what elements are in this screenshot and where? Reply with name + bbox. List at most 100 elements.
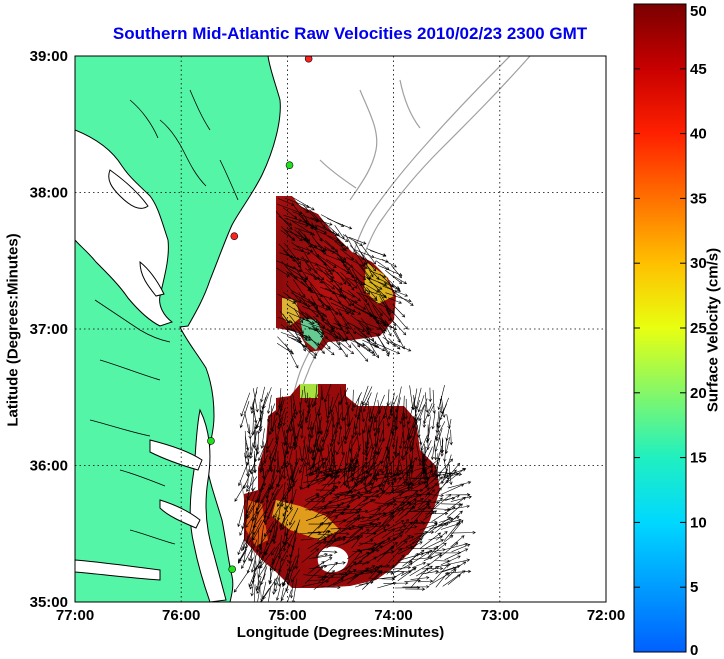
velocity-arrow [326,578,344,588]
velocity-arrow [282,411,287,427]
colorbar-tick-label: 30 [690,255,707,272]
velocity-arrow [245,469,250,489]
velocity-arrow [445,468,466,484]
station-marker [230,232,239,240]
velocity-arrow [279,509,287,531]
velocity-arrow [354,249,375,259]
velocity-arrow [356,489,380,496]
velocity-arrow [339,387,343,404]
velocity-arrow [307,421,312,438]
velocity-arrow [319,468,343,474]
velocity-arrow [315,488,336,492]
velocity-arrow [348,522,376,531]
velocity-arrow [304,494,320,507]
velocity-arrow [291,524,299,549]
velocity-arrow [444,548,469,561]
velocity-arrow [284,197,310,209]
velocity-arrow [346,256,368,269]
inland-water [75,129,227,602]
velocity-arrow [308,453,317,476]
velocity-arrow [351,342,369,362]
velocity-arrow [251,560,256,584]
velocity-arrow [387,530,405,539]
velocity-arrow [260,386,265,403]
velocity-arrow [287,442,295,466]
velocity-arrow [307,534,331,550]
velocity-arrow [308,467,332,477]
velocity-arrow [412,404,425,429]
velocity-arrow [318,561,338,584]
velocity-arrow [325,536,347,546]
velocity-arrow [345,278,355,291]
station-marker [304,56,313,63]
velocity-arrow [379,512,393,529]
velocity-arrow [369,433,375,451]
velocity-arrow [309,496,326,512]
velocity-arrow [411,532,425,544]
velocity-arrow [307,522,324,538]
velocity-arrow [404,398,408,420]
velocity-arrow [444,494,460,502]
velocity-arrow [390,341,412,352]
velocity-arrow [365,461,383,475]
velocity-arrow [281,442,290,470]
velocity-arrow [411,469,433,486]
velocity-arrow [334,240,347,252]
velocity-arrow [342,316,357,335]
velocity-arrow [364,468,382,488]
velocity-arrow [354,274,370,295]
velocity-arrow [339,387,349,406]
velocity-arrow [327,495,354,505]
velocity-arrow [337,239,349,249]
velocity-arrow [248,539,258,562]
velocity-arrow [333,525,356,536]
velocity-arrow [264,500,275,526]
velocity-arrow [310,538,327,553]
velocity-arrow [334,489,358,496]
velocity-arrow [362,412,369,434]
velocity-arrow [423,510,438,521]
velocity-arrow [362,397,370,413]
velocity-arrow [308,553,328,560]
velocity-arrow [449,429,453,446]
velocity-arrow [373,437,379,454]
velocity-arrow [286,304,310,320]
velocity-arrow [394,470,414,475]
velocity-arrow [346,327,361,348]
velocity-arrow [334,225,345,240]
velocity-arrow [237,538,245,556]
velocity-arrow [398,431,404,450]
velocity-arrow [298,229,311,242]
velocity-arrow [324,322,350,334]
velocity-arrow [252,406,258,424]
velocity-arrow [277,407,286,427]
velocity-arrow [272,546,279,562]
velocity-arrow [434,522,447,534]
velocity-arrow [423,552,443,561]
velocity-arrow [348,461,368,479]
velocity-arrow [276,267,290,277]
velocity-arrow [407,467,426,486]
velocity-arrow [289,489,297,511]
velocity-arrow [298,316,315,325]
velocity-arrow [239,520,248,536]
velocity-arrow [308,280,323,298]
velocity-arrow [303,440,310,466]
velocity-arrow [340,272,358,289]
velocity-arrow [245,505,254,521]
velocity-arrow [341,453,360,475]
velocity-arrow [391,310,408,330]
velocity-arrow [286,265,303,273]
velocity-arrow [351,568,378,572]
velocity-arrow [375,332,390,355]
velocity-arrow [321,585,341,590]
velocity-arrow [336,308,355,316]
colorbar-tick-label: 25 [690,320,707,337]
velocity-arrow [277,560,282,587]
velocity-arrow [378,427,385,443]
velocity-arrow [271,514,277,543]
velocity-arrow [249,572,257,590]
velocity-arrow [250,391,258,411]
velocity-arrow [409,563,431,577]
velocity-arrow [305,267,317,281]
